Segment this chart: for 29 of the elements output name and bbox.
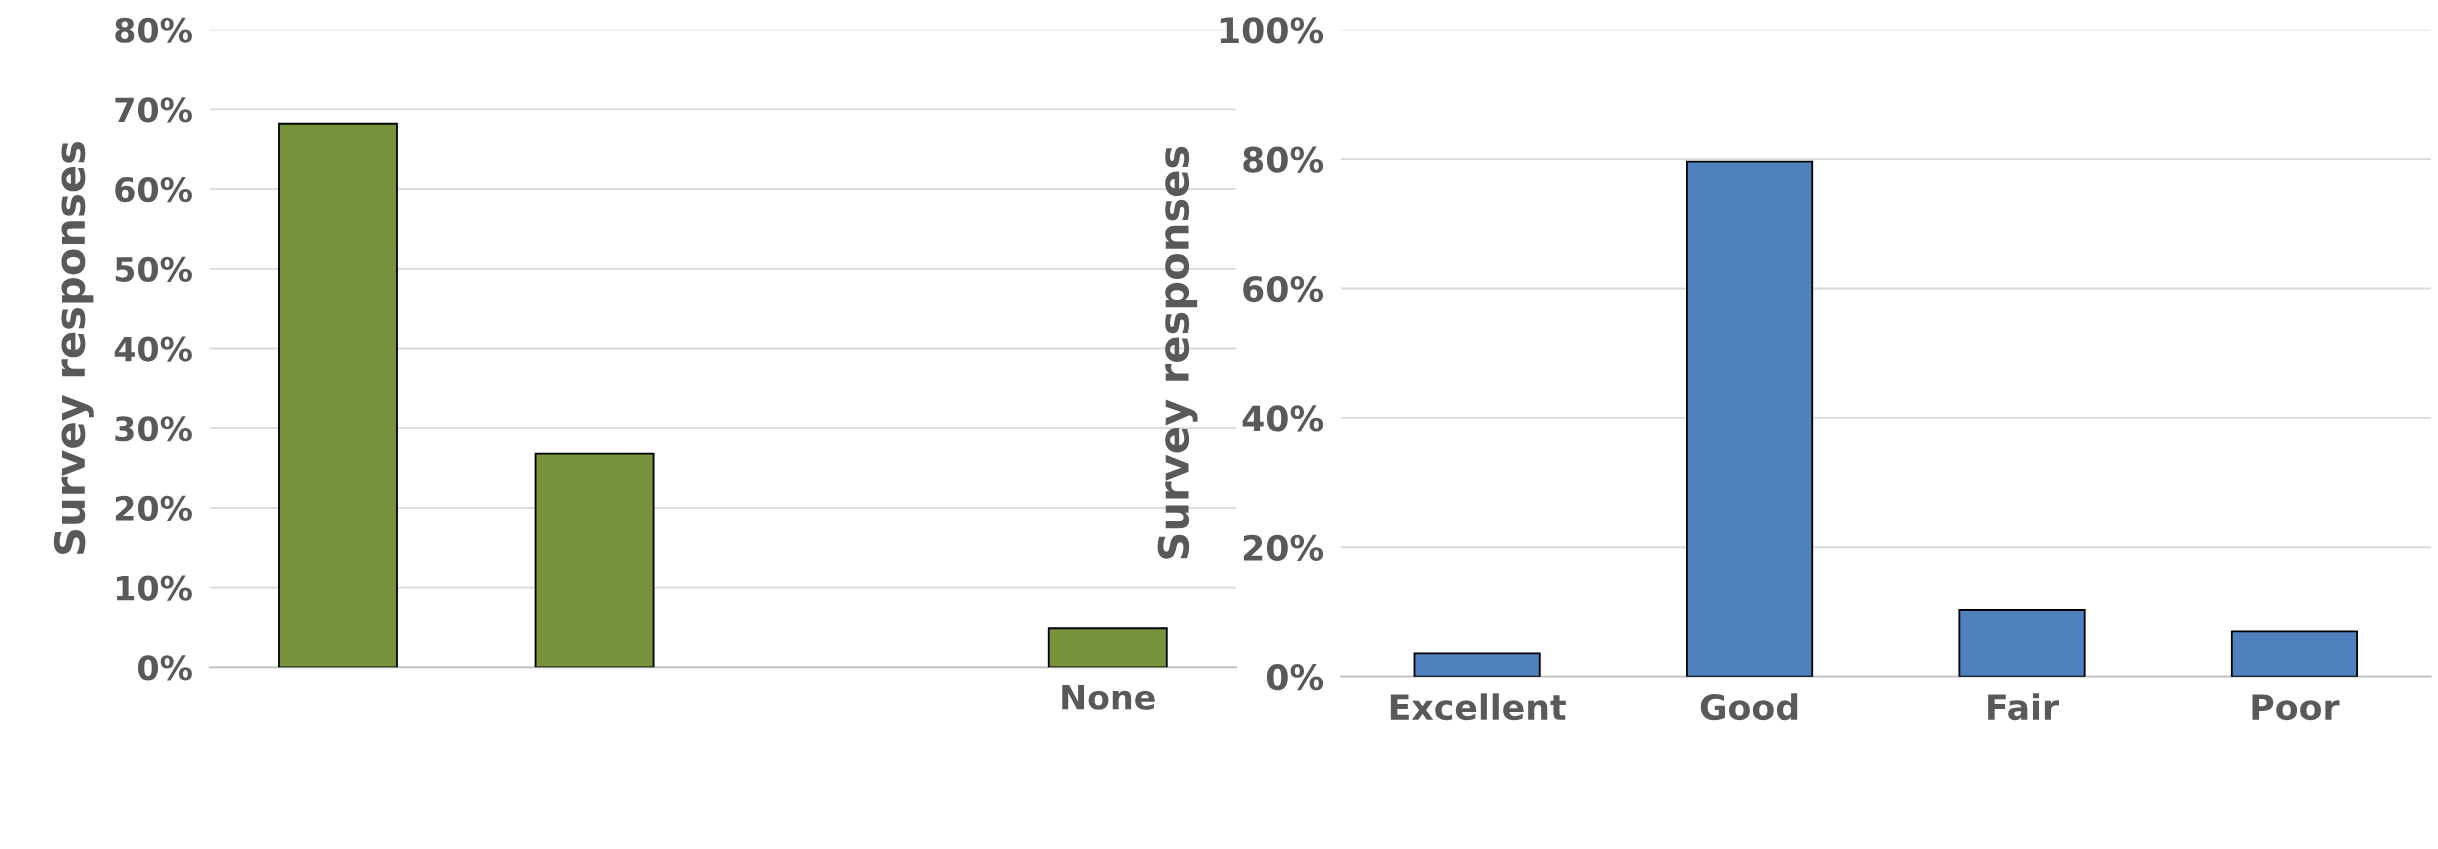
y-tick-label: 80% bbox=[1243, 146, 1324, 173]
y-tick-label: 60% bbox=[115, 177, 192, 203]
bar bbox=[1958, 609, 2086, 677]
y-axis-title: Survey responses bbox=[1157, 146, 1198, 559]
x-tick-label: Excellent bbox=[1390, 693, 1566, 721]
x-tick-label: Good bbox=[1700, 693, 1798, 721]
y-tick-label: 60% bbox=[1243, 275, 1324, 303]
y-tick-label: 80% bbox=[115, 17, 192, 43]
y-tick-label: 20% bbox=[115, 495, 192, 522]
y-tick-label: 70% bbox=[115, 97, 192, 123]
bar bbox=[1686, 160, 1814, 677]
bar bbox=[1047, 627, 1168, 668]
bar bbox=[1413, 652, 1541, 677]
y-tick-label: 20% bbox=[1243, 534, 1324, 561]
x-tick-label: Fair bbox=[1988, 693, 2059, 721]
y-tick-label: 30% bbox=[115, 416, 192, 442]
y-tick-label: 50% bbox=[115, 256, 192, 282]
bar bbox=[534, 452, 655, 668]
x-tick-label: None bbox=[1062, 685, 1155, 710]
bar bbox=[2230, 630, 2359, 677]
y-tick-label: 40% bbox=[1242, 405, 1324, 432]
y-tick-label: 10% bbox=[116, 575, 192, 601]
y-tick-label: 0% bbox=[138, 655, 192, 681]
y-tick-label: 0% bbox=[1266, 664, 1324, 691]
y-axis-title: Survey responses bbox=[53, 142, 94, 554]
y-tick-label: 100% bbox=[1220, 17, 1324, 44]
y-tick-label: 40% bbox=[114, 336, 192, 362]
bar bbox=[278, 122, 398, 668]
x-tick-label: Poor bbox=[2252, 694, 2340, 721]
